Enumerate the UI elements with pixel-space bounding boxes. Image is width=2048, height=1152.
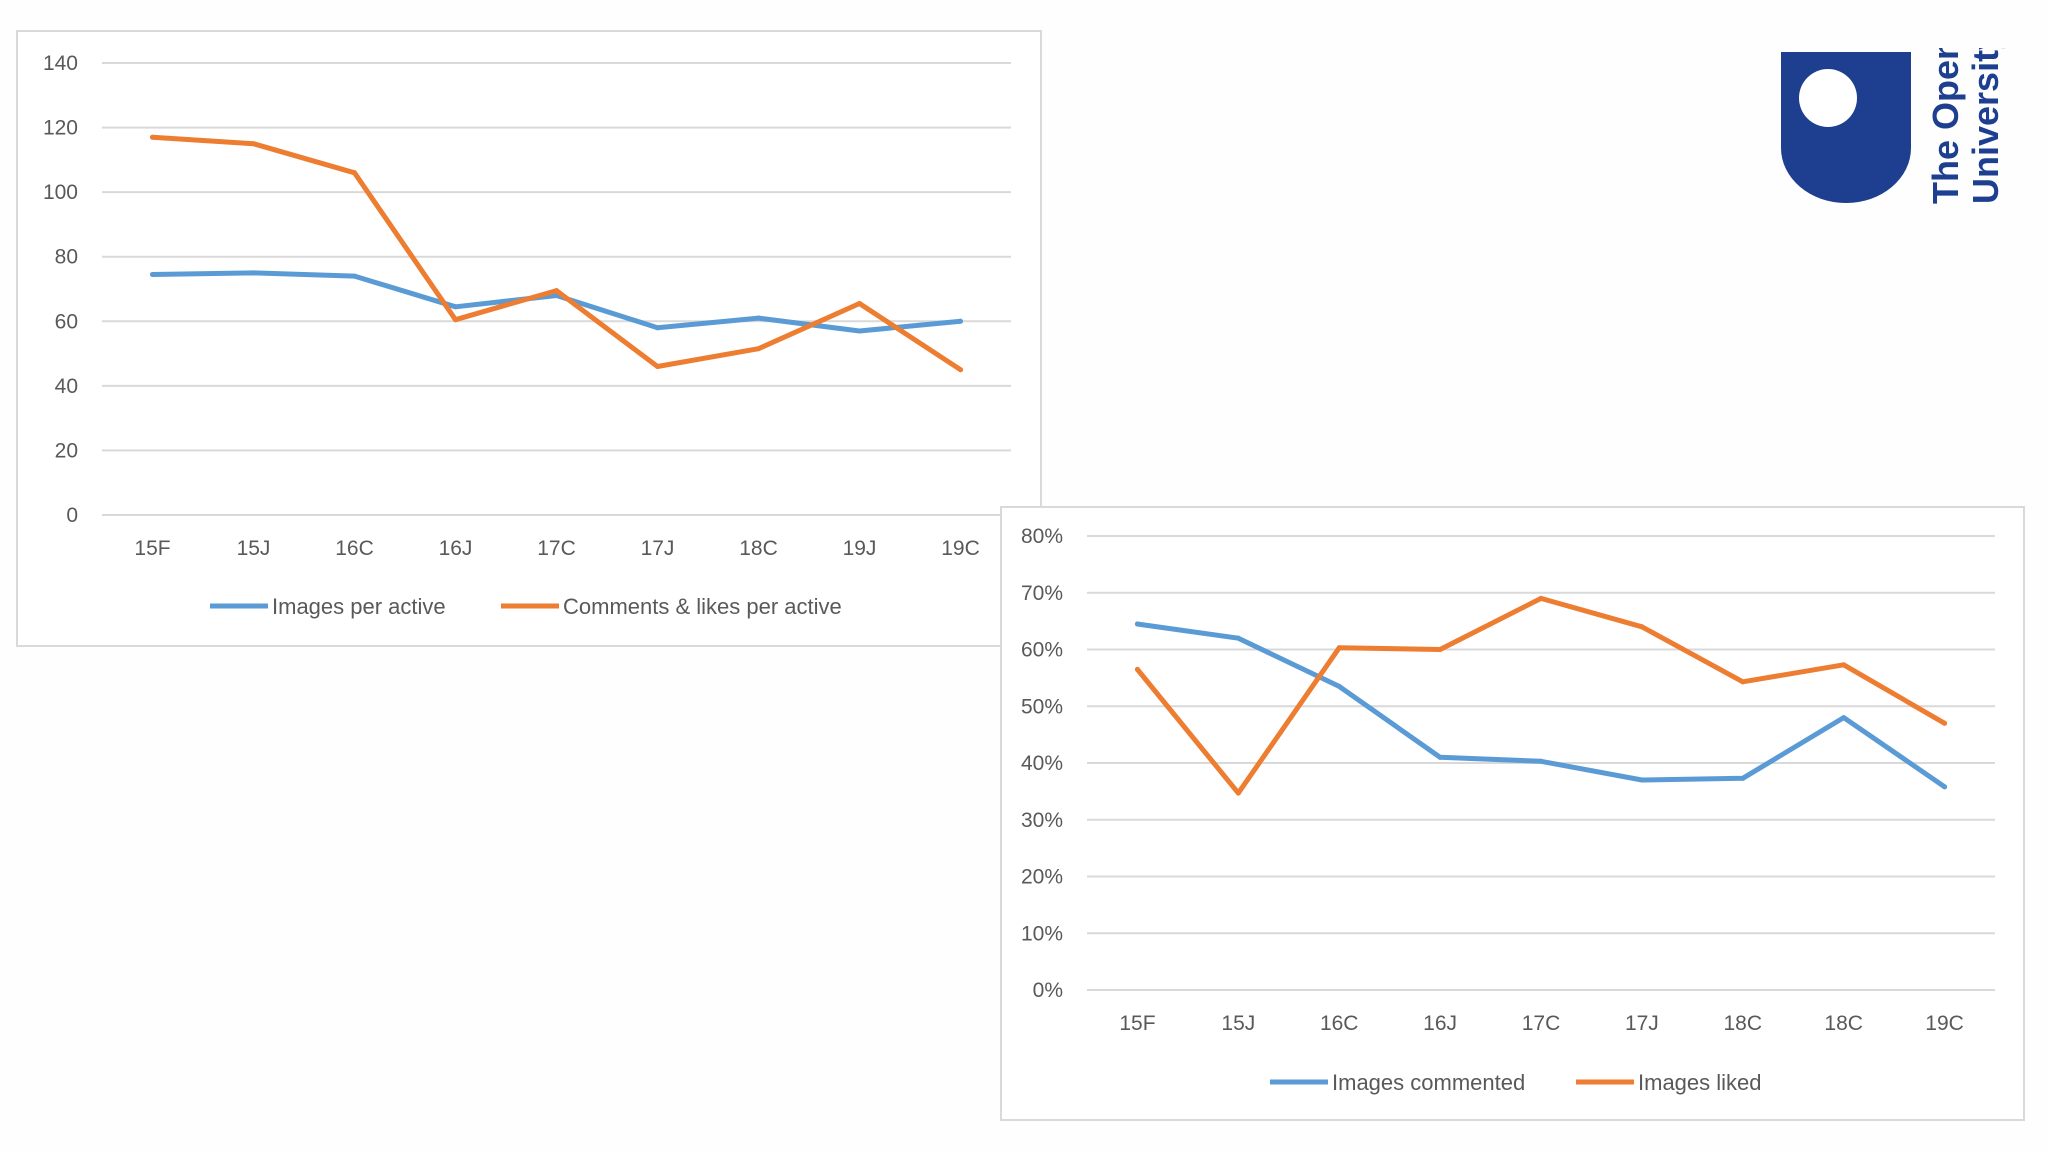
data-point <box>1538 595 1544 601</box>
y-tick-label: 140 <box>43 52 78 75</box>
x-tick-label: 16C <box>1320 1012 1359 1035</box>
series-line-2 <box>150 134 963 373</box>
data-point <box>352 273 357 279</box>
open-university-shield-icon: The Open University <box>1781 30 2006 204</box>
y-tick-label: 80 <box>55 246 78 269</box>
x-tick-label: 17C <box>537 537 576 560</box>
y-tick-label: 30% <box>1021 809 1063 832</box>
y-tick-label: 80% <box>1021 525 1063 548</box>
data-point <box>1639 624 1645 630</box>
legend-label-1: Images per active <box>272 594 446 619</box>
data-point <box>1942 720 1948 726</box>
legend-label-2: Images liked <box>1638 1070 1762 1095</box>
data-point <box>756 346 761 352</box>
data-point <box>958 318 963 324</box>
x-tick-label: 16C <box>335 537 374 560</box>
line-chart-engagement-percent: 0% 10% 20% 30% 40% 50% 60% 70% 80% 15F 15J 16C 16J 17… <box>1021 525 1995 1095</box>
y-tick-label: 70% <box>1021 582 1063 605</box>
data-point <box>756 315 761 321</box>
x-tick-label: 18C <box>1724 1012 1763 1035</box>
data-point <box>1437 647 1443 652</box>
y-tick-label: 40 <box>55 375 78 398</box>
data-point <box>1538 758 1544 764</box>
data-point <box>1437 754 1443 760</box>
y-tick-label: 120 <box>43 117 78 140</box>
data-point <box>554 288 559 294</box>
x-tick-label: 19J <box>843 537 877 560</box>
y-tick-label: 50% <box>1021 695 1063 718</box>
x-tick-label: 16J <box>1423 1012 1457 1035</box>
x-tick-label: 18C <box>739 537 778 560</box>
y-tick-label: 0% <box>1033 979 1063 1002</box>
data-point <box>150 134 155 140</box>
data-point <box>1336 645 1342 651</box>
x-tick-label: 15J <box>1221 1012 1255 1035</box>
x-tick-label: 18C <box>1824 1012 1863 1035</box>
x-tick-label: 15F <box>134 537 170 560</box>
data-point <box>1134 621 1140 627</box>
y-tick-label: 20% <box>1021 866 1063 889</box>
data-point <box>958 367 963 373</box>
data-point <box>1841 715 1847 721</box>
data-point <box>857 301 862 307</box>
x-tick-label: 19C <box>941 537 980 560</box>
legend-label-2: Comments & likes per active <box>563 594 842 619</box>
data-point <box>453 304 458 310</box>
data-point <box>857 328 862 334</box>
data-point <box>1235 790 1241 796</box>
legend-label-1: Images commented <box>1332 1070 1525 1095</box>
y-tick-label: 40% <box>1021 752 1063 775</box>
data-point <box>1740 679 1746 685</box>
data-point <box>1841 662 1847 668</box>
y-tick-label: 20 <box>55 439 78 462</box>
y-tick-label: 60% <box>1021 639 1063 662</box>
data-point <box>655 325 660 331</box>
data-point <box>1336 683 1342 689</box>
data-point <box>251 270 256 276</box>
chart-panel-images-per-active: 0 20 40 60 80 100 120 140 15F 15J 16C 16J 17C 17J 18C 1… <box>16 30 1042 647</box>
x-tick-label: 19C <box>1925 1012 1964 1035</box>
x-tick-label: 15J <box>237 537 271 560</box>
y-tick-label: 60 <box>55 310 78 333</box>
x-tick-label: 16J <box>439 537 473 560</box>
x-tick-label: 17J <box>641 537 675 560</box>
data-point <box>150 271 155 277</box>
data-point <box>1740 775 1746 781</box>
data-point <box>453 317 458 323</box>
x-tick-label: 17J <box>1625 1012 1659 1035</box>
y-tick-label: 100 <box>43 181 78 204</box>
data-point <box>655 363 660 369</box>
y-tick-label: 0 <box>66 504 78 527</box>
data-point <box>352 170 357 176</box>
line-chart-per-active: 0 20 40 60 80 100 120 140 15F 15J 16C 16J 17C 17J 18C 1… <box>43 52 1011 619</box>
chart-panel-images-engagement: 0% 10% 20% 30% 40% 50% 60% 70% 80% 15F 15J 16C 16J 17… <box>1000 506 2025 1121</box>
x-tick-label: 17C <box>1522 1012 1561 1035</box>
logo-text-line1: The Open <box>1925 48 1966 204</box>
data-point <box>1639 777 1645 783</box>
data-point <box>1134 666 1140 672</box>
y-tick-label: 10% <box>1021 922 1063 945</box>
logo-text-line2: University <box>1965 48 2006 204</box>
data-point <box>1235 635 1241 641</box>
open-university-logo: The Open University <box>1776 30 2016 208</box>
data-point <box>1942 784 1948 790</box>
x-tick-label: 15F <box>1119 1012 1155 1035</box>
data-point <box>251 141 256 147</box>
